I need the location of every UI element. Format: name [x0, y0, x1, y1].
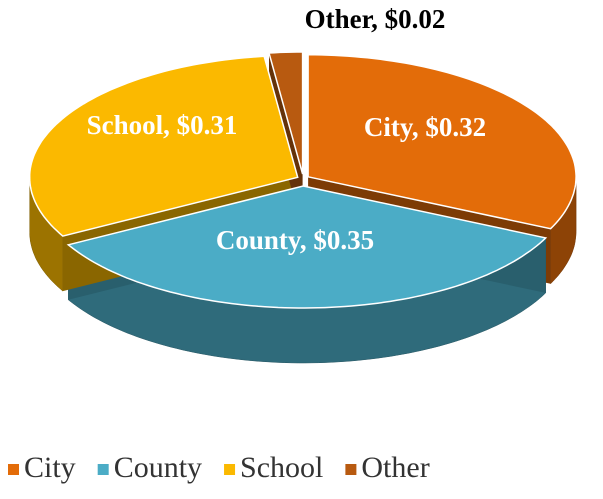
legend-label: City — [24, 451, 76, 484]
data-label: City, $0.32 — [364, 112, 486, 142]
slice — [28, 55, 299, 237]
legend-label: Other — [361, 451, 429, 484]
legend-label: School — [240, 451, 323, 484]
legend-label: County — [114, 451, 202, 484]
legend-swatch — [97, 464, 109, 475]
data-label: County, $0.35 — [216, 225, 374, 255]
data-label: Other, $0.02 — [305, 4, 446, 34]
legend-swatch — [224, 464, 236, 475]
legend-swatch — [345, 464, 357, 475]
legend-swatch — [8, 464, 19, 475]
data-label: School, $0.31 — [87, 110, 238, 140]
slice — [307, 54, 577, 230]
slice — [268, 51, 304, 175]
slice — [66, 185, 548, 309]
